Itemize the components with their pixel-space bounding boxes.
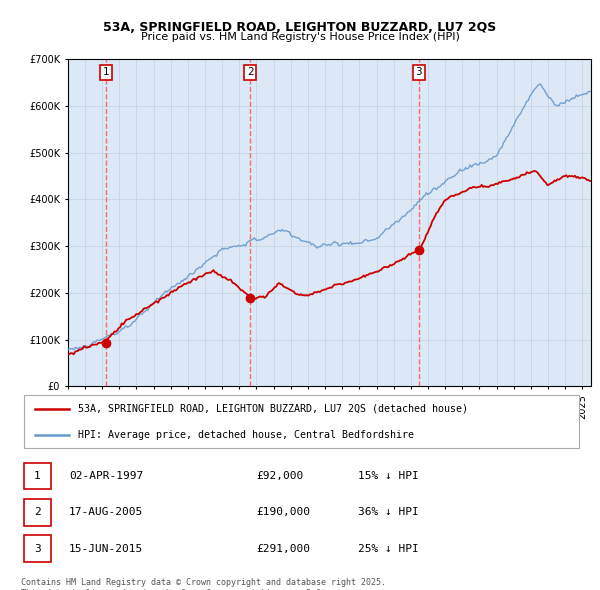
- Text: Contains HM Land Registry data © Crown copyright and database right 2025.
This d: Contains HM Land Registry data © Crown c…: [21, 578, 386, 590]
- Text: 3: 3: [415, 67, 422, 77]
- Text: 15% ↓ HPI: 15% ↓ HPI: [358, 471, 419, 481]
- Text: 3: 3: [34, 543, 41, 553]
- Text: £92,000: £92,000: [256, 471, 304, 481]
- FancyBboxPatch shape: [23, 395, 580, 448]
- Text: 2: 2: [247, 67, 253, 77]
- Text: 36% ↓ HPI: 36% ↓ HPI: [358, 507, 419, 517]
- Text: 53A, SPRINGFIELD ROAD, LEIGHTON BUZZARD, LU7 2QS (detached house): 53A, SPRINGFIELD ROAD, LEIGHTON BUZZARD,…: [77, 404, 467, 414]
- Text: 25% ↓ HPI: 25% ↓ HPI: [358, 543, 419, 553]
- Text: £291,000: £291,000: [256, 543, 310, 553]
- FancyBboxPatch shape: [23, 535, 51, 562]
- Text: 02-APR-1997: 02-APR-1997: [69, 471, 143, 481]
- Text: 1: 1: [34, 471, 41, 481]
- FancyBboxPatch shape: [23, 463, 51, 489]
- Text: Price paid vs. HM Land Registry's House Price Index (HPI): Price paid vs. HM Land Registry's House …: [140, 32, 460, 42]
- Text: £190,000: £190,000: [256, 507, 310, 517]
- Text: 17-AUG-2005: 17-AUG-2005: [69, 507, 143, 517]
- Text: 15-JUN-2015: 15-JUN-2015: [69, 543, 143, 553]
- Text: 53A, SPRINGFIELD ROAD, LEIGHTON BUZZARD, LU7 2QS: 53A, SPRINGFIELD ROAD, LEIGHTON BUZZARD,…: [103, 21, 497, 34]
- Text: HPI: Average price, detached house, Central Bedfordshire: HPI: Average price, detached house, Cent…: [77, 430, 413, 440]
- Text: 2: 2: [34, 507, 41, 517]
- FancyBboxPatch shape: [23, 499, 51, 526]
- Text: 1: 1: [103, 67, 110, 77]
